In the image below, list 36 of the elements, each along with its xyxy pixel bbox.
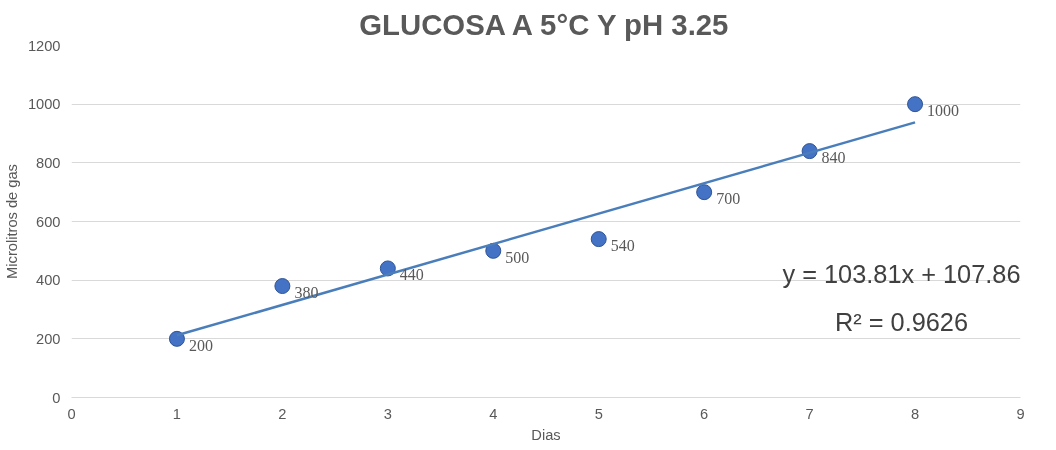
x-axis-title: Dias: [531, 426, 561, 443]
x-tick-label: 1: [172, 405, 182, 422]
y-axis-title: Microlitros de gas: [3, 164, 20, 279]
data-label: 540: [610, 237, 635, 255]
point: [485, 242, 502, 259]
y-tick-label: 200: [36, 330, 61, 347]
point: [907, 96, 924, 113]
point: [696, 184, 713, 201]
y-tick-label: 1200: [27, 37, 61, 54]
annotation: R² = 0.9626: [834, 307, 969, 336]
data-label: 700: [716, 190, 741, 208]
data-label: 440: [399, 266, 424, 284]
point: [168, 330, 185, 347]
x-tick-label: 0: [67, 405, 76, 422]
y-tick-label: 0: [52, 389, 61, 406]
x-tick-label: 4: [489, 405, 498, 422]
x-tick-label: 3: [383, 405, 392, 422]
data-label: 500: [505, 248, 530, 266]
y-tick-label: 800: [36, 154, 61, 171]
x-tick-label: 7: [805, 405, 814, 422]
x-tick-label: 8: [910, 405, 920, 422]
x-tick-label: 5: [594, 405, 603, 422]
x-tick-label: 9: [1016, 405, 1025, 422]
point: [590, 231, 607, 248]
data-label: 840: [821, 149, 846, 167]
annotation: y = 103.81x + 107.86: [782, 259, 1021, 288]
x-tick-label: 6: [700, 405, 709, 422]
y-tick-label: 600: [36, 213, 61, 230]
data-label: 380: [294, 284, 319, 302]
y-tick-label: 400: [36, 272, 61, 289]
point: [274, 278, 291, 295]
chart-title: GLUCOSA A 5°C Y pH 3.25: [359, 7, 729, 41]
data-label: 1000: [927, 102, 960, 120]
x-tick-label: 2: [278, 405, 287, 422]
y-tick-label: 1000: [27, 96, 61, 113]
data-label: 200: [188, 336, 213, 354]
